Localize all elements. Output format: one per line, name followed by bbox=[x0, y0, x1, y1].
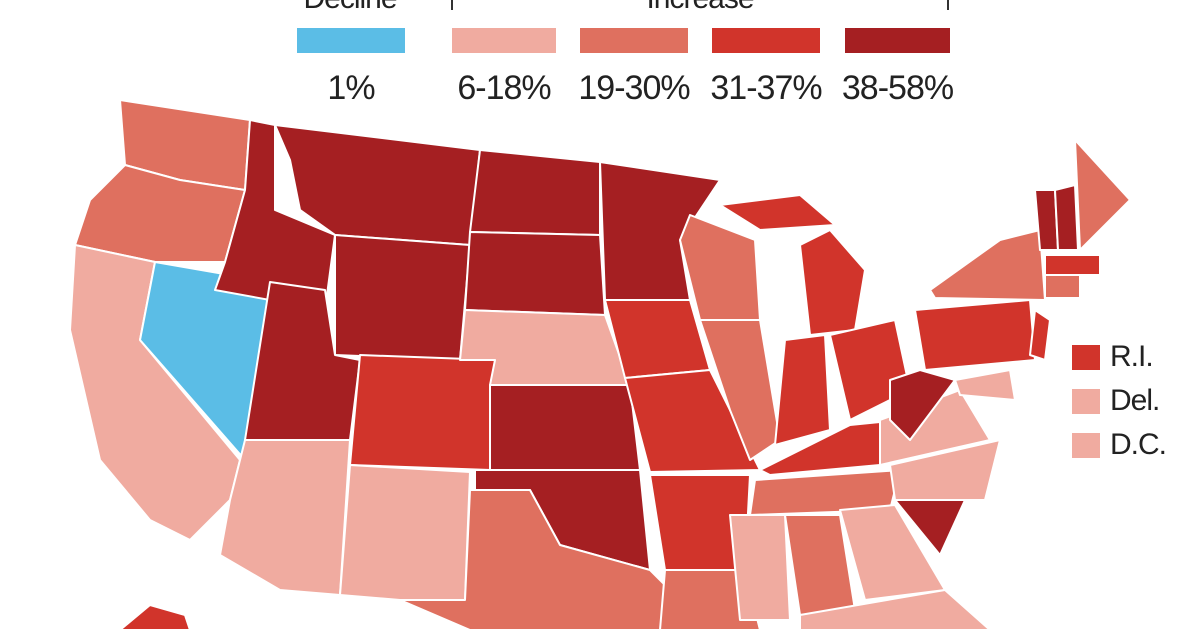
side-label: R.I. bbox=[1110, 340, 1153, 373]
legend-label: 38-58% bbox=[842, 69, 954, 107]
state bbox=[1074, 139, 1131, 251]
legend-label: 6-18% bbox=[457, 69, 551, 107]
state bbox=[74, 164, 246, 263]
state bbox=[699, 319, 781, 461]
legend-label: 1% bbox=[327, 69, 375, 107]
legend-swatch bbox=[1072, 345, 1100, 370]
legend-swatch bbox=[1072, 389, 1100, 414]
state bbox=[929, 229, 1046, 301]
state bbox=[784, 514, 856, 616]
state bbox=[954, 369, 1016, 401]
legend-title: Decline bbox=[303, 0, 396, 15]
state bbox=[599, 161, 721, 301]
state bbox=[889, 439, 1001, 501]
state bbox=[119, 604, 191, 630]
state bbox=[659, 569, 761, 630]
legend-swatch bbox=[845, 28, 950, 53]
legend-label: 19-30% bbox=[578, 69, 690, 107]
state bbox=[349, 354, 496, 471]
state bbox=[464, 231, 606, 316]
legend-swatch bbox=[297, 28, 405, 53]
state bbox=[799, 589, 991, 630]
legend-swatch bbox=[1072, 433, 1100, 458]
state bbox=[1029, 309, 1051, 361]
state bbox=[469, 149, 601, 236]
legend-swatch bbox=[712, 28, 820, 53]
states bbox=[69, 99, 1131, 630]
legend-label: 31-37% bbox=[710, 69, 822, 107]
state bbox=[334, 234, 471, 361]
state bbox=[1054, 184, 1079, 251]
state bbox=[719, 194, 836, 231]
state bbox=[889, 369, 956, 441]
state bbox=[729, 514, 791, 621]
state bbox=[489, 384, 641, 471]
state bbox=[914, 299, 1036, 371]
state bbox=[774, 334, 831, 446]
bracket bbox=[451, 0, 949, 10]
side-label: Del. bbox=[1110, 384, 1159, 417]
state bbox=[1044, 254, 1101, 276]
state bbox=[799, 229, 866, 336]
legend-swatch bbox=[452, 28, 556, 53]
state bbox=[339, 464, 471, 601]
legend-title: Increase bbox=[646, 0, 753, 15]
side-label: D.C. bbox=[1110, 428, 1166, 461]
state bbox=[1044, 274, 1081, 299]
legend-swatch bbox=[580, 28, 688, 53]
state bbox=[219, 439, 351, 596]
